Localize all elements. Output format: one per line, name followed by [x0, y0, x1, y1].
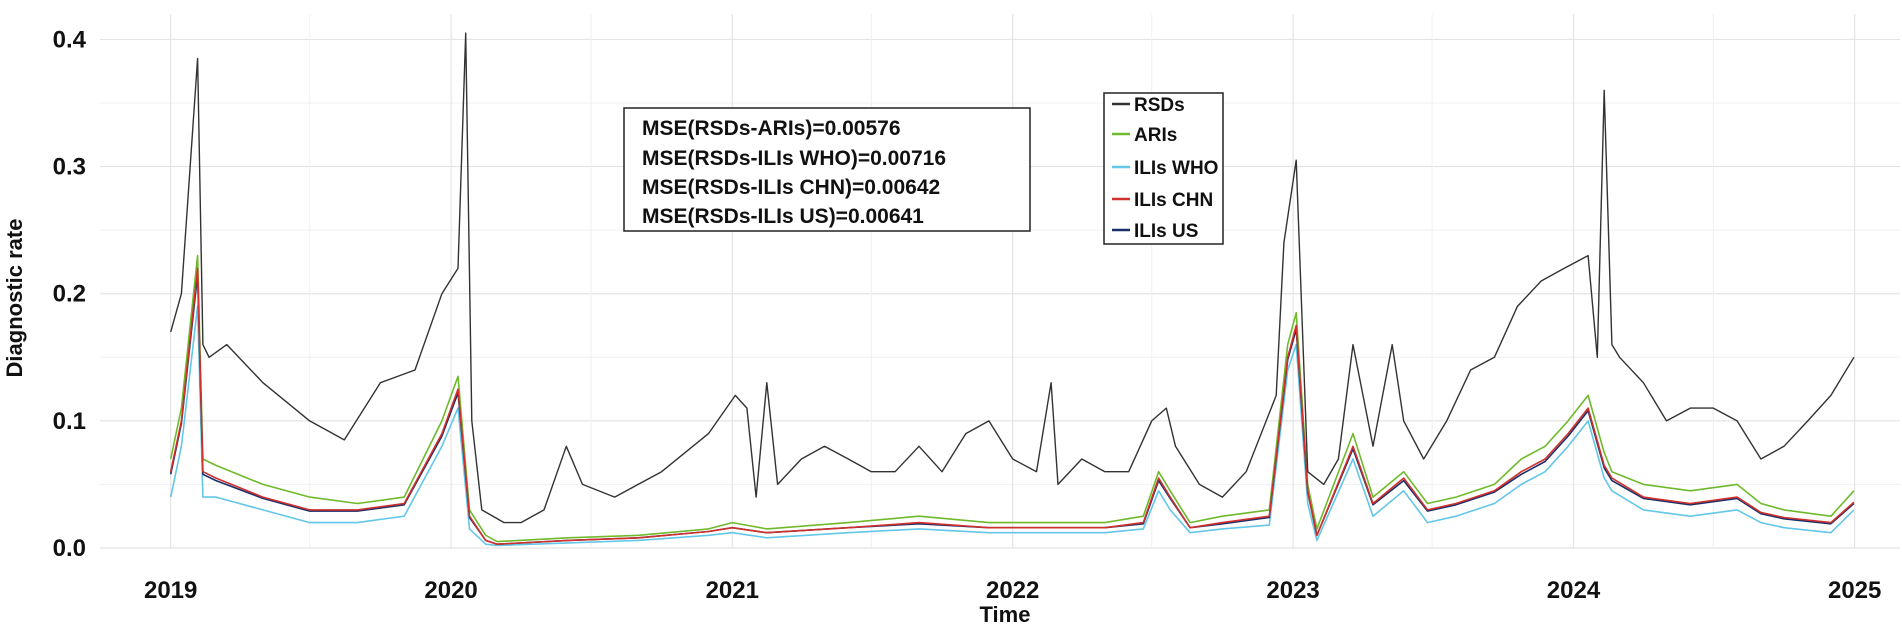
legend-label-aris: ARIs [1134, 125, 1177, 146]
x-tick-label: 2022 [986, 577, 1039, 604]
series-line-rsds [170, 32, 1855, 524]
legend-item-aris: ARIs [1112, 125, 1177, 146]
legend-label-ilis-us: ILIs US [1134, 221, 1198, 242]
mse-annotation-box: MSE(RSDs-ARIs)=0.00576 MSE(RSDs-ILIs WHO… [623, 107, 1031, 232]
x-tick-label: 2019 [144, 577, 197, 604]
legend: RSDs ARIs ILIs WHO ILIs CHN ILIs US [1103, 92, 1224, 245]
y-tick-label: 0.0 [53, 535, 86, 562]
series-line-aris [169, 254, 1855, 543]
mse-line-2: MSE(RSDs-ILIs WHO)=0.00716 [642, 147, 946, 170]
y-tick-labels: 0.0 0.1 0.2 0.3 0.4 [53, 26, 87, 562]
y-tick-label: 0.4 [53, 26, 87, 53]
x-tick-label: 2021 [706, 577, 759, 604]
legend-item-ilis-chn: ILIs CHN [1112, 190, 1213, 211]
x-tick-label: 2025 [1828, 577, 1881, 604]
x-tick-label: 2024 [1547, 577, 1601, 604]
x-tick-label: 2023 [1266, 577, 1319, 604]
series-layer [169, 32, 1855, 547]
mse-line-3: MSE(RSDs-ILIs CHN)=0.00642 [642, 176, 940, 199]
mse-line-4: MSE(RSDs-ILIs US)=0.00641 [642, 205, 924, 228]
x-tick-labels: 2019 2020 2021 2022 2023 2024 2025 [144, 577, 1881, 604]
y-axis-title: Diagnostic rate [2, 219, 27, 378]
legend-item-ilis-us: ILIs US [1112, 221, 1198, 242]
mse-line-1: MSE(RSDs-ARIs)=0.00576 [642, 117, 901, 140]
series-line-ilis-who [169, 305, 1855, 547]
grid [100, 14, 1900, 549]
y-tick-label: 0.2 [53, 281, 86, 308]
x-tick-label: 2020 [424, 577, 477, 604]
series-line-ilis-chn [169, 267, 1855, 545]
legend-label-rsds: RSDs [1134, 95, 1185, 116]
legend-item-rsds: RSDs [1112, 95, 1185, 116]
legend-label-ilis-who: ILIs WHO [1134, 158, 1218, 179]
y-tick-label: 0.3 [53, 154, 86, 181]
legend-label-ilis-chn: ILIs CHN [1134, 190, 1213, 211]
x-axis-title: Time [980, 602, 1031, 627]
y-tick-label: 0.1 [53, 408, 86, 435]
legend-item-ilis-who: ILIs WHO [1112, 158, 1218, 179]
